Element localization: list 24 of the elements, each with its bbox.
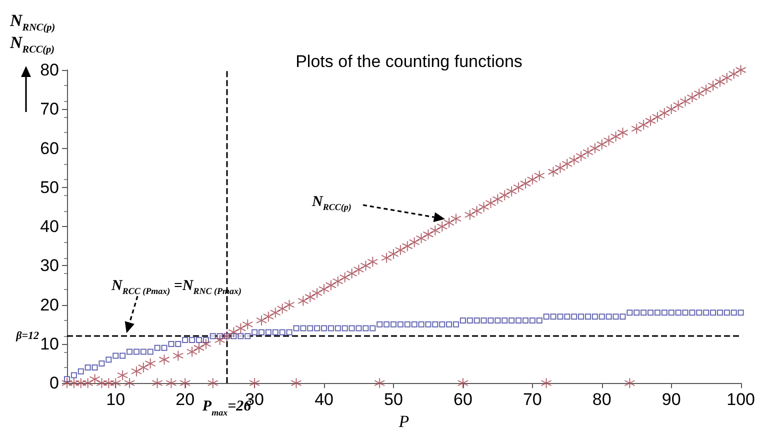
x-tick-label: 100 (726, 390, 756, 410)
annotation: N$_{RCC(p)}$ (312, 194, 352, 212)
y-tick-label: 0 (50, 374, 59, 393)
y-tick-label: 20 (40, 295, 59, 314)
x-tick-label: 60 (453, 390, 472, 410)
x-tick-label: 50 (384, 390, 403, 410)
x-tick-label: 10 (106, 390, 126, 410)
x-tick-label: 40 (314, 390, 334, 410)
y-tick-label: 10 (40, 334, 59, 354)
chart-title: Plots of the counting functions (296, 52, 522, 71)
y-tick-label: 80 (40, 60, 59, 80)
x-tick-label: 80 (592, 390, 612, 410)
x-tick-label: 20 (176, 390, 195, 410)
y-tick-label: 60 (40, 138, 59, 158)
annotation: N$_{RCC (Pmax)}$ =N$_{RNC (Pmax)}$ (112, 278, 242, 297)
x-tick-label: 90 (662, 390, 681, 410)
y-tick-label: 50 (40, 178, 59, 197)
y-tick-label: 40 (40, 217, 59, 236)
y-tick-label: 30 (40, 256, 59, 276)
x-axis-title: P (398, 412, 410, 431)
x-tick-label: 70 (522, 390, 542, 410)
y-tick-label: 70 (40, 100, 59, 119)
ref-line-label: β=12 (15, 330, 40, 342)
y-axis-title: N$_{RNC(p)}$ N$_{RCC(p)}$ (10, 10, 56, 56)
